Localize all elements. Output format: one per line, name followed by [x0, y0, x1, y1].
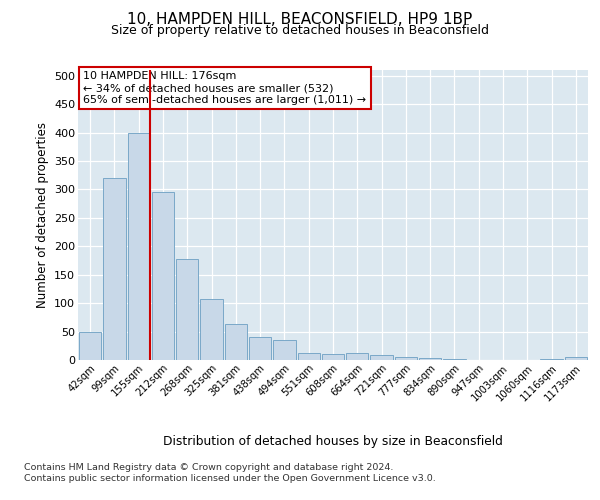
Text: Contains HM Land Registry data © Crown copyright and database right 2024.: Contains HM Land Registry data © Crown c… [24, 462, 394, 471]
Bar [249, 338, 271, 360]
Bar [200, 299, 223, 360]
Bar [322, 354, 344, 360]
Bar [224, 324, 247, 360]
Bar [565, 357, 587, 360]
Text: 10, HAMPDEN HILL, BEACONSFIELD, HP9 1BP: 10, HAMPDEN HILL, BEACONSFIELD, HP9 1BP [127, 12, 473, 28]
Text: 10 HAMPDEN HILL: 176sqm
← 34% of detached houses are smaller (532)
65% of semi-d: 10 HAMPDEN HILL: 176sqm ← 34% of detache… [83, 72, 366, 104]
Bar [103, 178, 125, 360]
Bar [346, 352, 368, 360]
Text: Size of property relative to detached houses in Beaconsfield: Size of property relative to detached ho… [111, 24, 489, 37]
Y-axis label: Number of detached properties: Number of detached properties [35, 122, 49, 308]
Bar [128, 132, 150, 360]
Bar [152, 192, 174, 360]
Bar [79, 332, 101, 360]
Bar [419, 358, 442, 360]
Text: Distribution of detached houses by size in Beaconsfield: Distribution of detached houses by size … [163, 435, 503, 448]
Bar [370, 355, 393, 360]
Bar [273, 340, 296, 360]
Text: Contains public sector information licensed under the Open Government Licence v3: Contains public sector information licen… [24, 474, 436, 483]
Bar [395, 357, 417, 360]
Bar [176, 259, 199, 360]
Bar [298, 353, 320, 360]
